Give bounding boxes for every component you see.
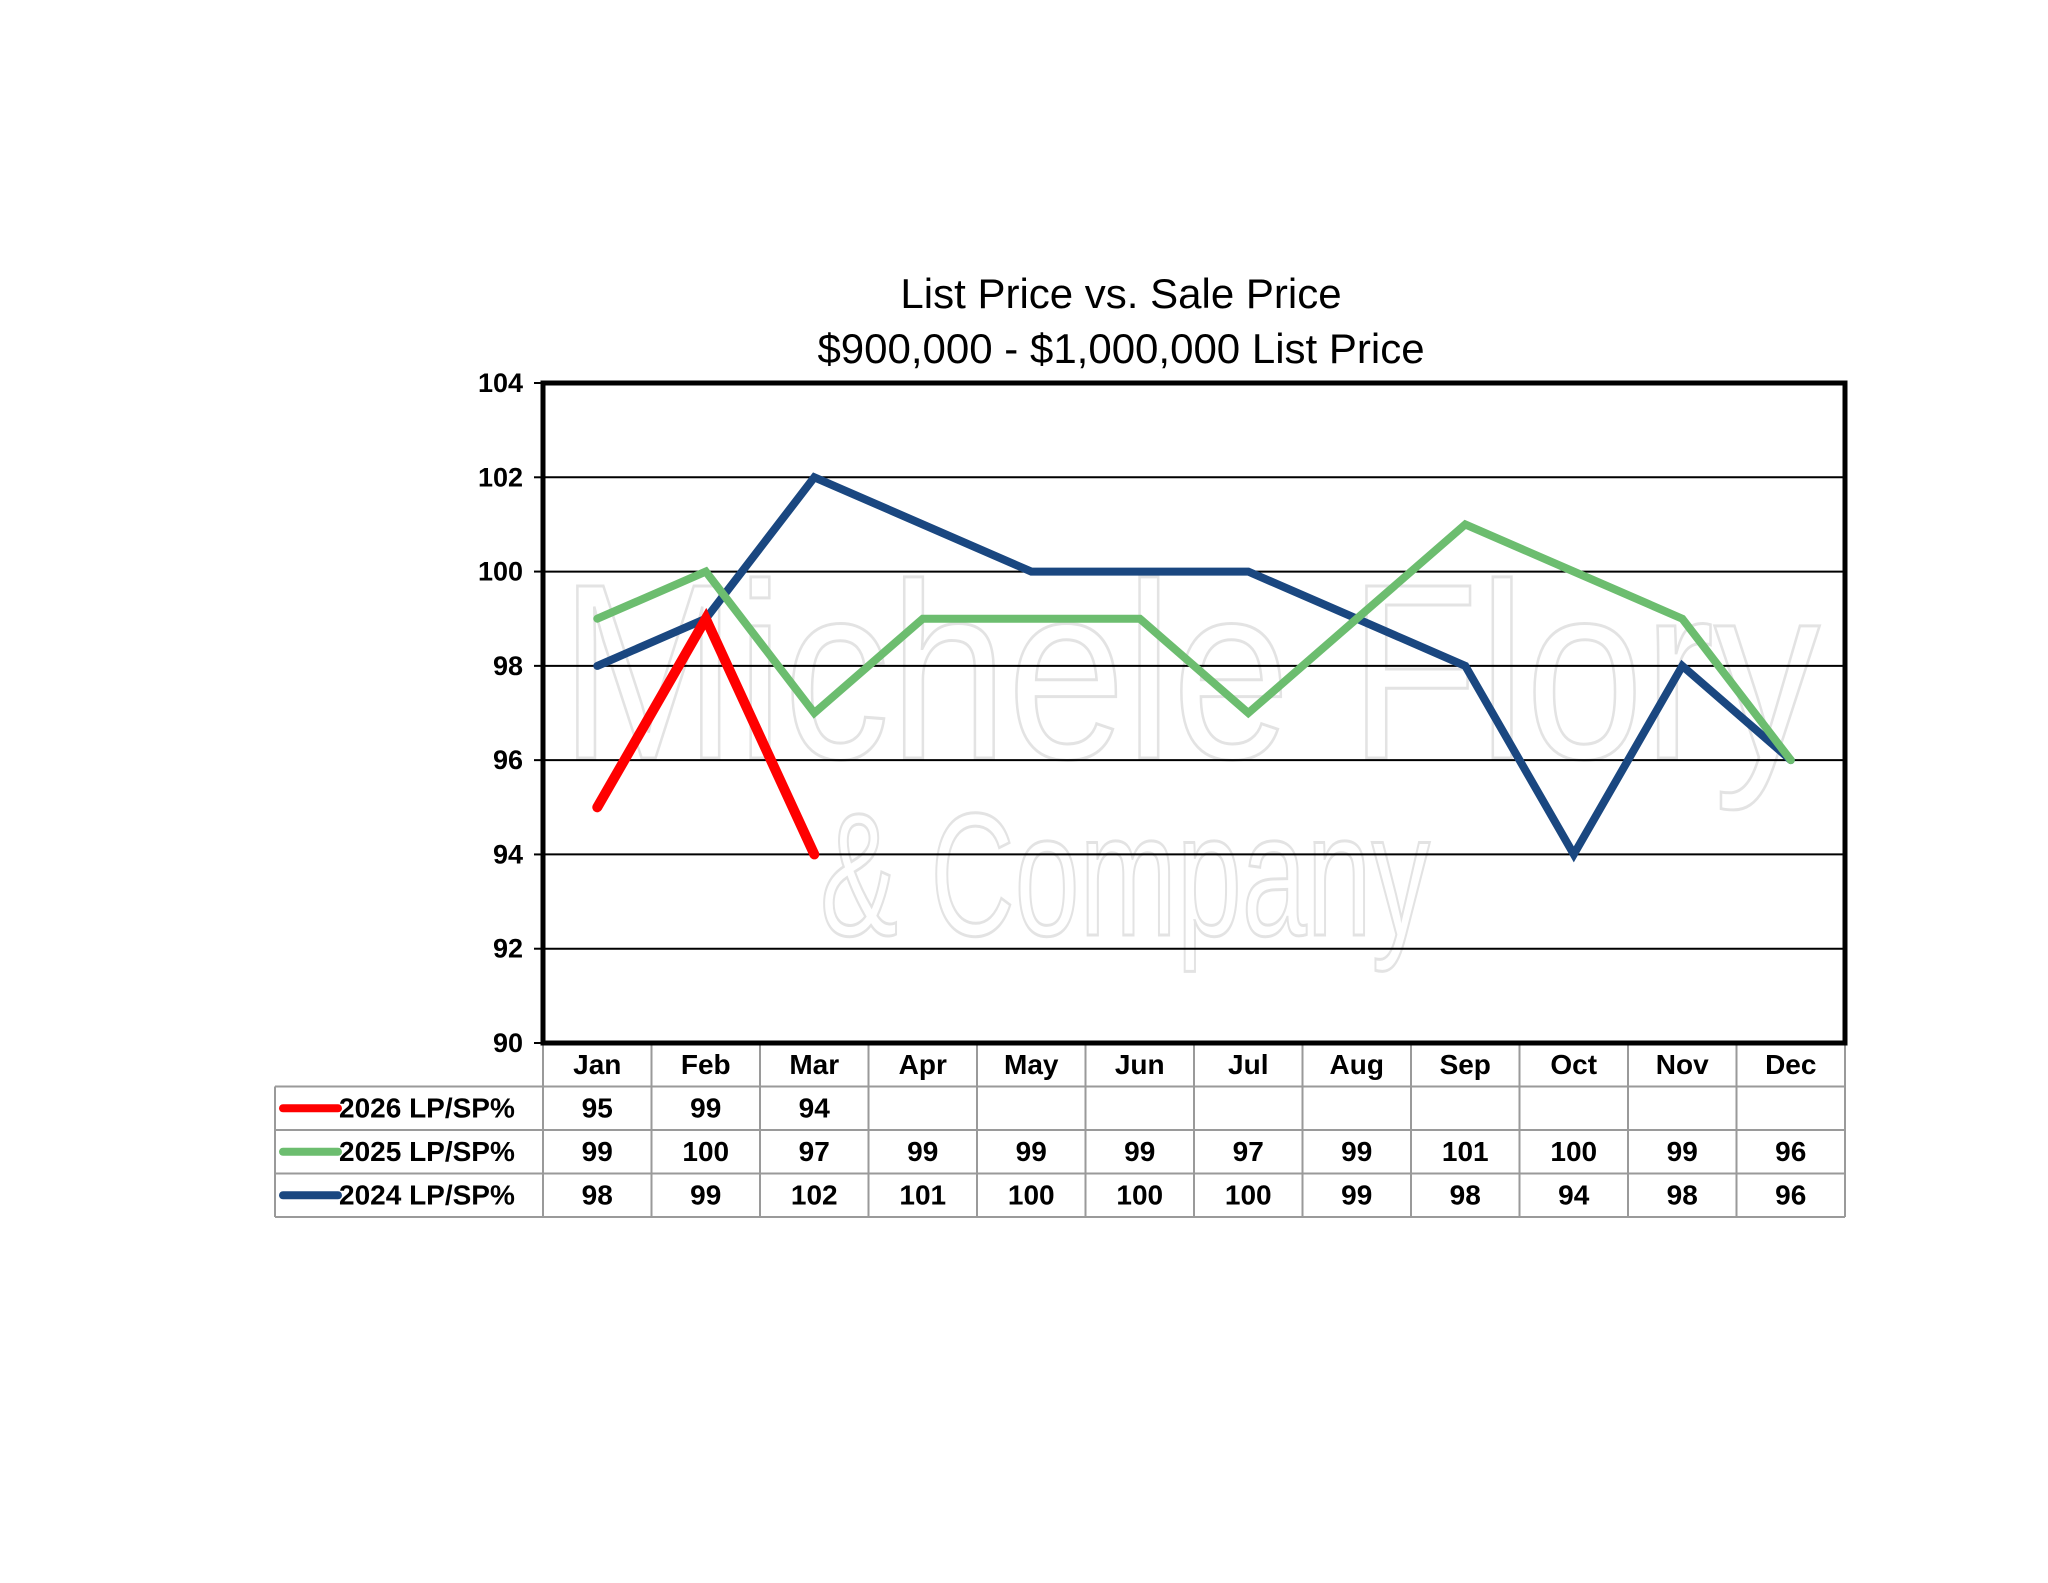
y-tick-label: 96 <box>493 745 523 775</box>
x-tick-label: Aug <box>1330 1049 1384 1080</box>
table-cell: 100 <box>1550 1136 1597 1167</box>
legend-label: 2024 LP/SP% <box>339 1180 515 1211</box>
watermark-line-2: & Company <box>820 778 1430 973</box>
series-line-2026 <box>592 607 820 860</box>
table-cell: 99 <box>1341 1180 1372 1211</box>
table-cell: 99 <box>1341 1136 1372 1167</box>
table-cell: 99 <box>690 1180 721 1211</box>
table-cell: 99 <box>1667 1136 1698 1167</box>
table-cell: 101 <box>1442 1136 1489 1167</box>
chart-subtitle: $900,000 - $1,000,000 List Price <box>817 325 1424 372</box>
y-tick-label: 102 <box>478 462 523 492</box>
table-cell: 97 <box>1233 1136 1264 1167</box>
table-cell: 99 <box>582 1136 613 1167</box>
table-cell: 102 <box>791 1180 838 1211</box>
y-tick-label: 104 <box>478 368 523 398</box>
x-tick-label: Mar <box>789 1049 839 1080</box>
x-tick-label: Sep <box>1440 1049 1491 1080</box>
x-tick-label: Jul <box>1228 1049 1268 1080</box>
table-cell: 98 <box>582 1180 613 1211</box>
y-tick-label: 98 <box>493 651 523 681</box>
table-cell: 99 <box>1124 1136 1155 1167</box>
table-cell: 100 <box>682 1136 729 1167</box>
x-tick-label: Apr <box>899 1049 947 1080</box>
legend-label: 2025 LP/SP% <box>339 1136 515 1167</box>
table-cell: 96 <box>1775 1180 1806 1211</box>
table-cell: 96 <box>1775 1136 1806 1167</box>
series-line-2025 <box>593 519 1795 765</box>
table-cell: 100 <box>1116 1180 1163 1211</box>
series-line-2024 <box>593 472 1795 863</box>
table-cell: 98 <box>1667 1180 1698 1211</box>
plot-area <box>540 380 1848 1046</box>
x-tick-label: Nov <box>1656 1049 1709 1080</box>
table-cell: 97 <box>799 1136 830 1167</box>
table-cell: 99 <box>907 1136 938 1167</box>
table-cell: 94 <box>799 1093 831 1124</box>
y-tick-label: 94 <box>493 839 523 869</box>
y-tick-label: 90 <box>493 1028 523 1058</box>
table-cell: 101 <box>899 1180 946 1211</box>
table-cell: 100 <box>1008 1180 1055 1211</box>
legend-label: 2026 LP/SP% <box>339 1093 515 1124</box>
y-axis: 90 92 94 96 98 100 102 104 <box>478 368 543 1058</box>
table-cell: 95 <box>582 1093 613 1124</box>
x-tick-label: Jun <box>1115 1049 1165 1080</box>
x-tick-label: Feb <box>681 1049 731 1080</box>
table-cell: 98 <box>1450 1180 1481 1211</box>
table-cell: 100 <box>1225 1180 1272 1211</box>
table-cell: 99 <box>690 1093 721 1124</box>
series-lines <box>592 472 1795 863</box>
y-tick-label: 92 <box>493 934 523 964</box>
data-table: Jan Feb Mar Apr May Jun Jul Aug Sep Oct Nov Dec 2026… <box>274 1043 1846 1218</box>
x-tick-label: Oct <box>1550 1049 1597 1080</box>
chart-title: List Price vs. Sale Price <box>900 270 1341 317</box>
y-tick-label: 100 <box>478 557 523 587</box>
x-tick-label: May <box>1004 1049 1059 1080</box>
x-tick-label: Dec <box>1765 1049 1816 1080</box>
table-cell: 94 <box>1558 1180 1590 1211</box>
x-tick-label: Jan <box>573 1049 621 1080</box>
table-cell: 99 <box>1016 1136 1047 1167</box>
